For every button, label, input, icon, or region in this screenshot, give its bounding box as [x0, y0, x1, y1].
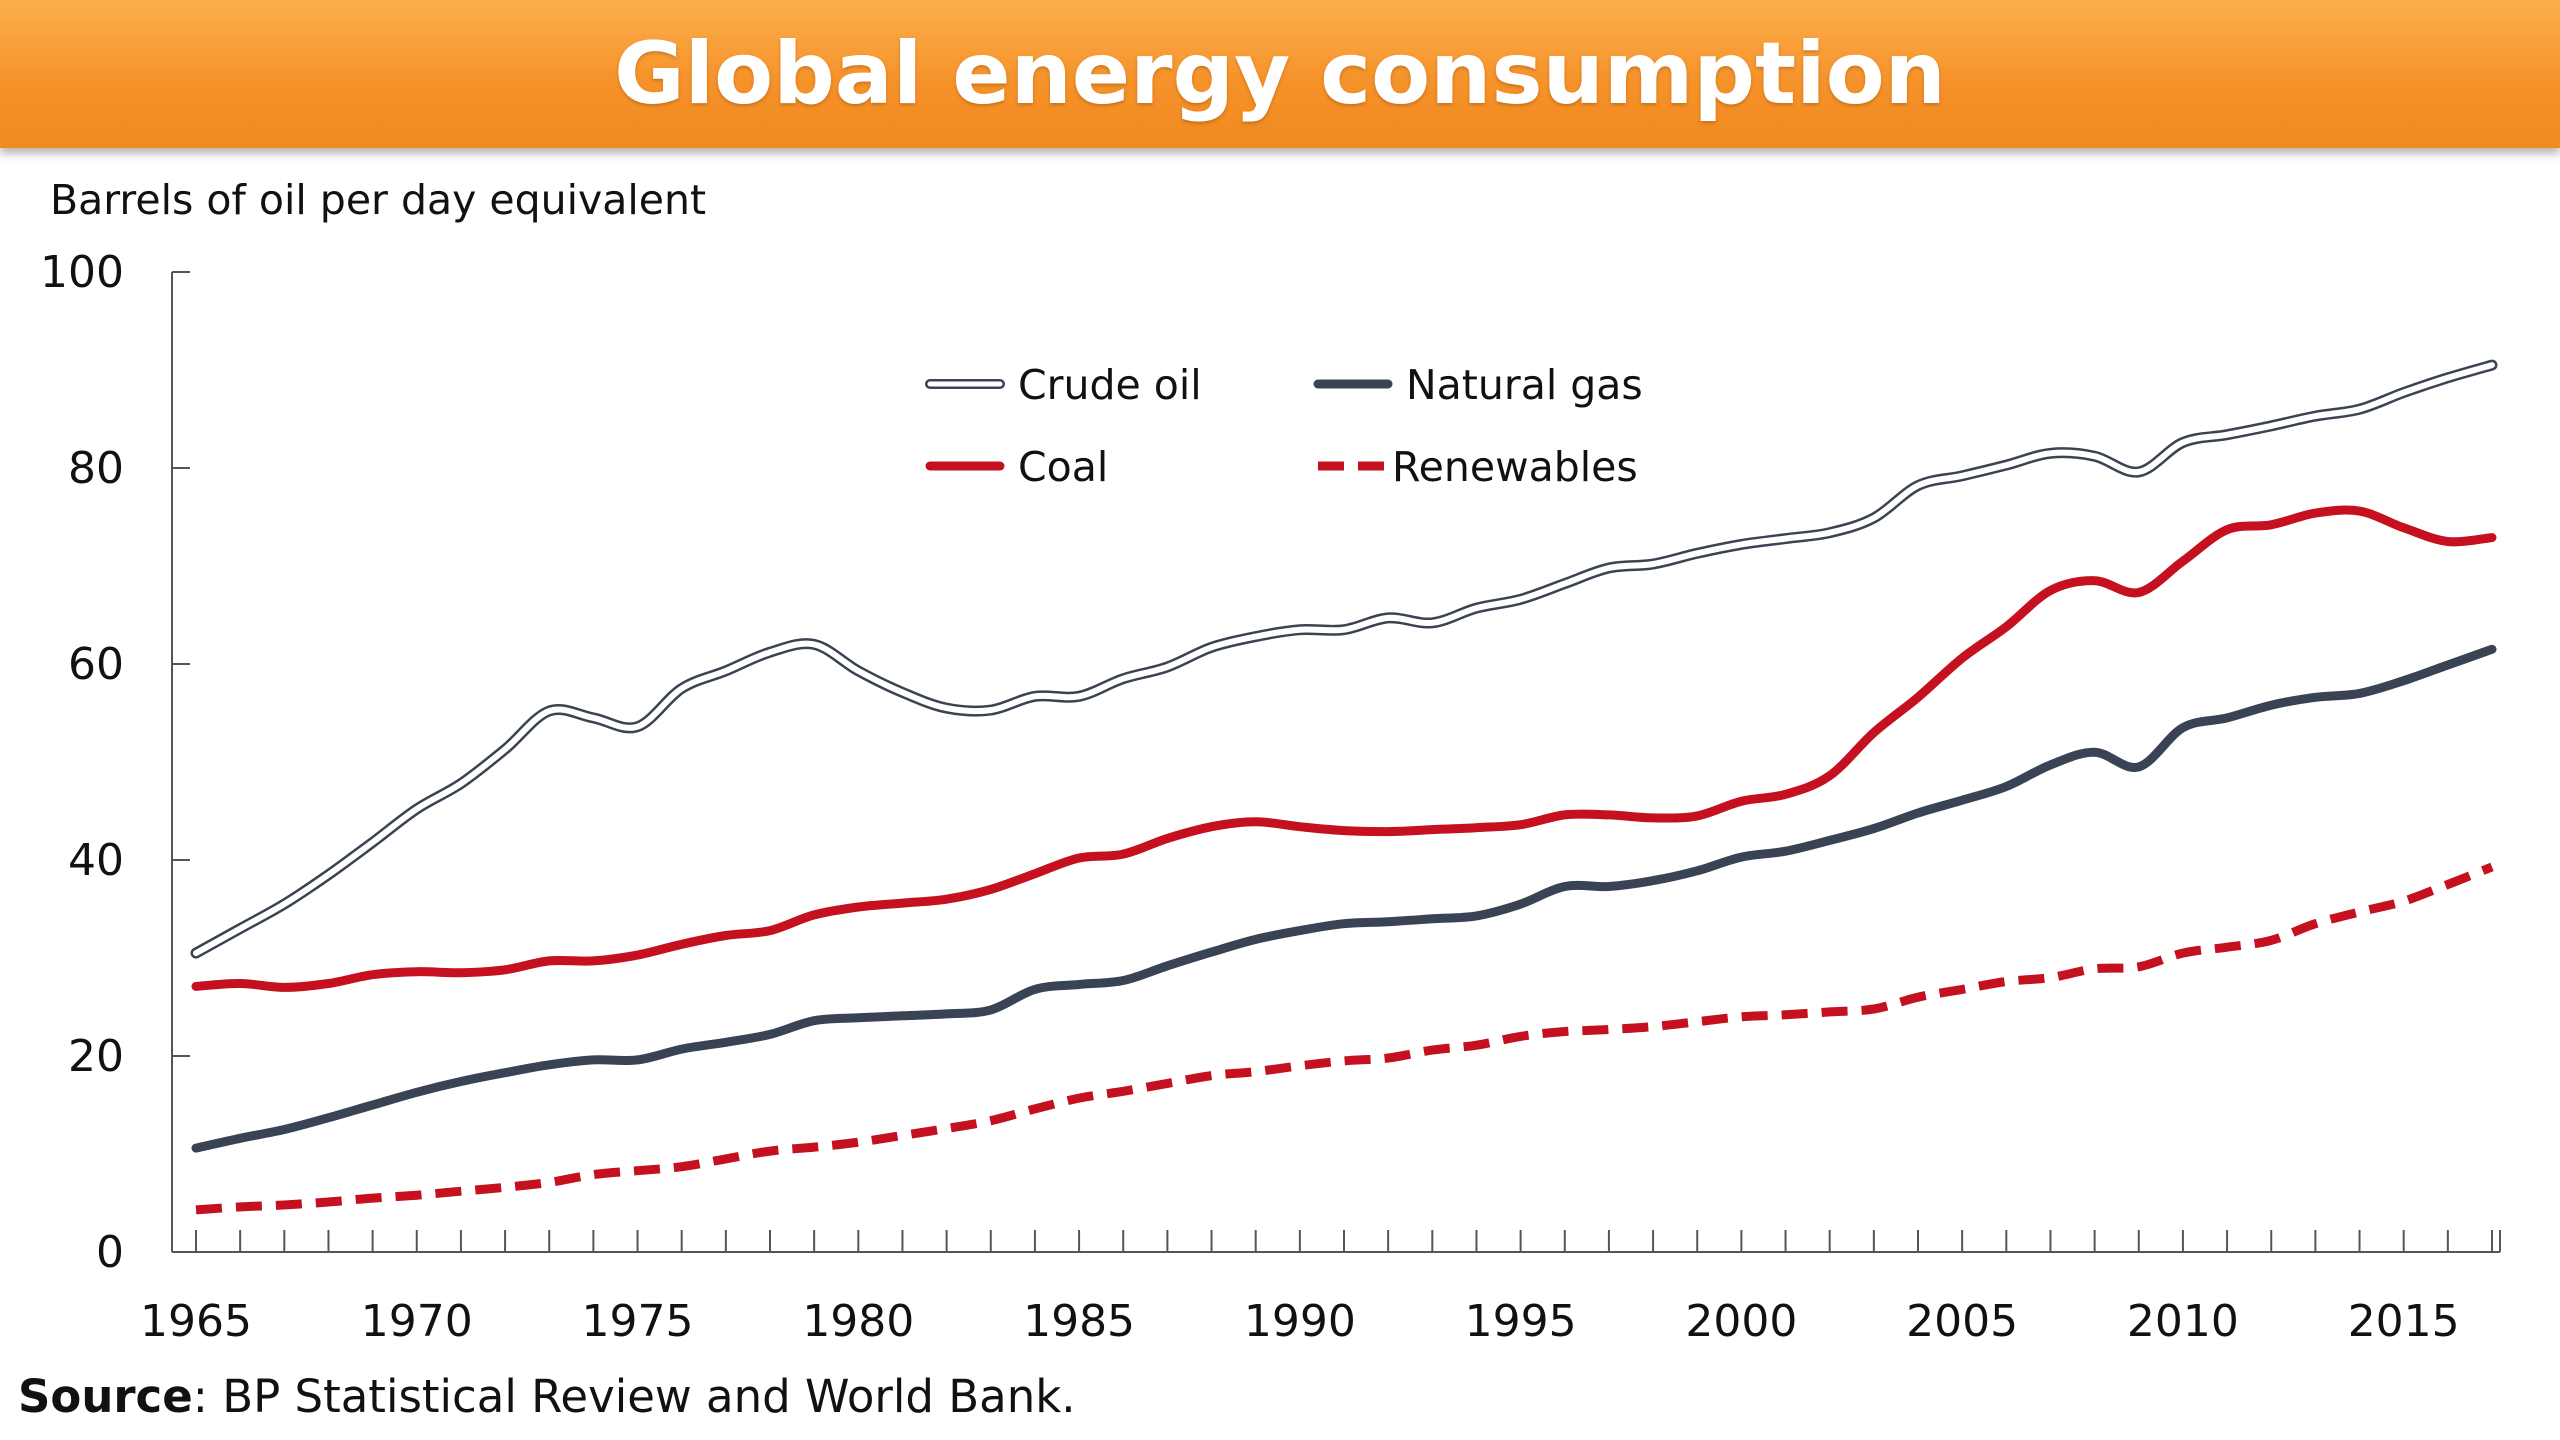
y-tick-label: 40 — [68, 835, 124, 886]
x-tick-label: 1975 — [582, 1296, 694, 1347]
source-text: : BP Statistical Review and World Bank. — [192, 1370, 1076, 1423]
chart-title: Global energy consumption — [614, 24, 1946, 124]
x-tick-label: 1965 — [140, 1296, 252, 1347]
series-line-crude-oil-outline — [190, 359, 2498, 959]
x-tick-label: 1985 — [1023, 1296, 1135, 1347]
legend-label-natural-gas: Natural gas — [1406, 361, 1643, 409]
y-tick-label: 20 — [68, 1031, 124, 1082]
legend-label-renewables: Renewables — [1392, 443, 1638, 491]
y-tick-label: 0 — [96, 1227, 124, 1278]
series-line-crude-oil — [193, 362, 2495, 957]
legend-label-crude-oil: Crude oil — [1018, 361, 1202, 409]
source-note: Source: BP Statistical Review and World … — [18, 1370, 1076, 1423]
x-tick-label: 2000 — [1685, 1296, 1797, 1347]
x-tick-label: 1970 — [361, 1296, 473, 1347]
x-tick-label: 1995 — [1465, 1296, 1577, 1347]
y-tick-label: 100 — [40, 247, 124, 298]
x-tick-label: 1990 — [1244, 1296, 1356, 1347]
series-line-renewables — [195, 862, 2494, 1215]
y-tick-label: 80 — [68, 443, 124, 494]
x-tick-label: 2005 — [1906, 1296, 2018, 1347]
series-line-coal — [191, 505, 2497, 992]
legend-label-coal: Coal — [1018, 443, 1108, 491]
x-tick-label: 2010 — [2127, 1296, 2239, 1347]
x-tick-label: 2015 — [2348, 1296, 2460, 1347]
title-banner: Global energy consumption — [0, 0, 2560, 148]
x-tick-label: 1980 — [802, 1296, 914, 1347]
y-axis-label: Barrels of oil per day equivalent — [50, 176, 707, 224]
source-label: Source — [18, 1370, 193, 1423]
y-tick-label: 60 — [68, 639, 124, 690]
series-line-natural-gas — [191, 644, 2497, 1153]
